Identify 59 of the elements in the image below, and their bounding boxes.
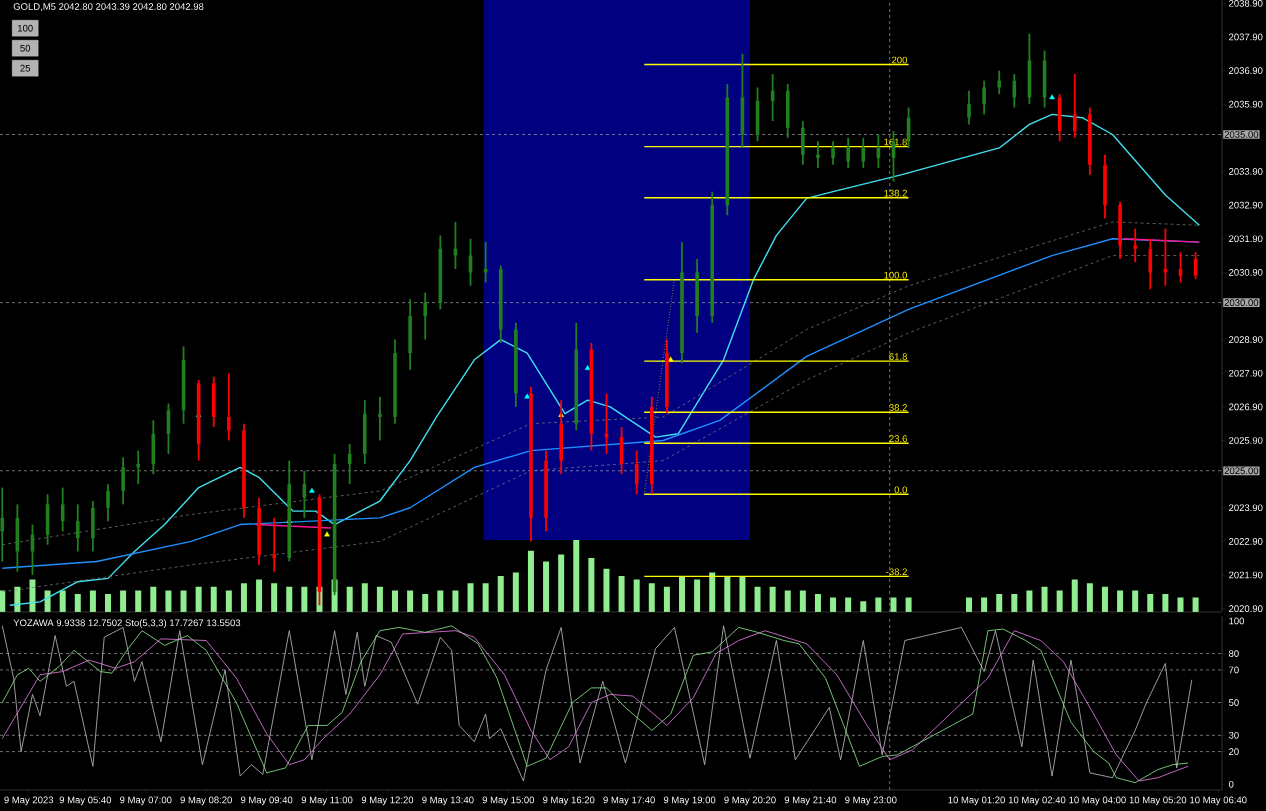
annotation: 38.2 xyxy=(889,404,907,412)
y-tick-label: 0 xyxy=(1228,780,1234,788)
ref-line-label: 2025.00 xyxy=(1224,467,1259,475)
x-tick-label: 10 May 05:20 xyxy=(1129,796,1187,806)
y-tick-label: 2036.90 xyxy=(1229,67,1263,74)
y-tick-label: 2031.90 xyxy=(1229,235,1263,243)
annotation: 138.2 xyxy=(884,189,907,197)
annotation: 100.0 xyxy=(884,271,908,279)
x-tick-label: 9 May 05:40 xyxy=(59,796,112,806)
y-tick-label: 2033.90 xyxy=(1229,168,1263,175)
x-tick-label: 9 May 17:40 xyxy=(603,796,655,806)
annotation: 50 xyxy=(20,44,31,52)
y-tick-label: 100 xyxy=(1229,617,1245,625)
y-tick-label: 2037.90 xyxy=(1229,33,1263,41)
x-tick-label: 9 May 20:20 xyxy=(724,796,776,806)
x-tick-label: 9 May 09:40 xyxy=(240,796,293,806)
y-tick-label: 2022.90 xyxy=(1229,538,1263,545)
x-tick-label: 10 May 06:40 xyxy=(1190,796,1247,806)
x-tick-label: 9 May 11:00 xyxy=(301,796,353,806)
annotation: -38.2 xyxy=(886,568,907,576)
y-tick-label: 2030.90 xyxy=(1229,269,1263,276)
y-tick-label: 2021.90 xyxy=(1229,571,1263,579)
annotation: 0.0 xyxy=(894,486,908,494)
x-tick-label: 10 May 04:00 xyxy=(1069,796,1126,806)
annotation: 100 xyxy=(18,24,33,32)
x-tick-label: 9 May 08:20 xyxy=(180,796,232,806)
y-tick-label: 2023.90 xyxy=(1229,504,1263,512)
x-tick-label: 9 May 19:00 xyxy=(663,796,716,806)
x-tick-label: 10 May 02:40 xyxy=(1008,796,1066,806)
y-tick-label: 2025.90 xyxy=(1229,437,1263,444)
y-tick-label: 2028.90 xyxy=(1229,336,1263,343)
y-tick-label: 30 xyxy=(1228,731,1239,739)
x-tick-label: 9 May 12:20 xyxy=(361,796,414,806)
y-tick-label: 2026.90 xyxy=(1229,403,1263,411)
x-tick-label: 9 May 23:00 xyxy=(845,796,897,806)
y-tick-label: 50 xyxy=(1228,699,1239,706)
annotation: 23.6 xyxy=(889,435,907,442)
annotation: 61.8 xyxy=(889,353,907,360)
y-tick-label: 2027.90 xyxy=(1229,369,1263,377)
x-tick-label: 9 May 16:20 xyxy=(543,796,595,806)
y-tick-label: 70 xyxy=(1229,666,1239,674)
x-tick-label: 9 May 13:40 xyxy=(422,796,474,806)
ref-line-label: 2030.00 xyxy=(1224,299,1259,306)
x-tick-label: 9 May 21:40 xyxy=(784,796,837,806)
y-tick-label: 80 xyxy=(1228,650,1239,657)
chart-title: GOLD,M5 2042.80 2043.39 2042.80 2042.98 xyxy=(13,3,204,12)
annotation: 25 xyxy=(20,64,31,72)
x-tick-label: 10 May 01:20 xyxy=(948,796,1005,806)
y-tick-label: 20 xyxy=(1229,748,1239,755)
annotation: 200 xyxy=(892,56,908,64)
y-tick-label: 2020.90 xyxy=(1229,605,1263,612)
x-tick-label: 9 May 15:00 xyxy=(482,796,535,806)
chart-title: YOZAWA 9.9338 12.7502 Sto(5,3,3) 17.7267 13.5503 xyxy=(13,619,241,629)
y-tick-label: 2035.90 xyxy=(1229,100,1263,108)
x-tick-label: 9 May 07:00 xyxy=(120,796,172,806)
y-tick-label: 2032.90 xyxy=(1229,201,1263,209)
y-tick-label: 2038.90 xyxy=(1229,0,1263,7)
ref-line-label: 2035.00 xyxy=(1224,131,1259,138)
x-tick-label: 9 May 2023 xyxy=(4,796,54,806)
